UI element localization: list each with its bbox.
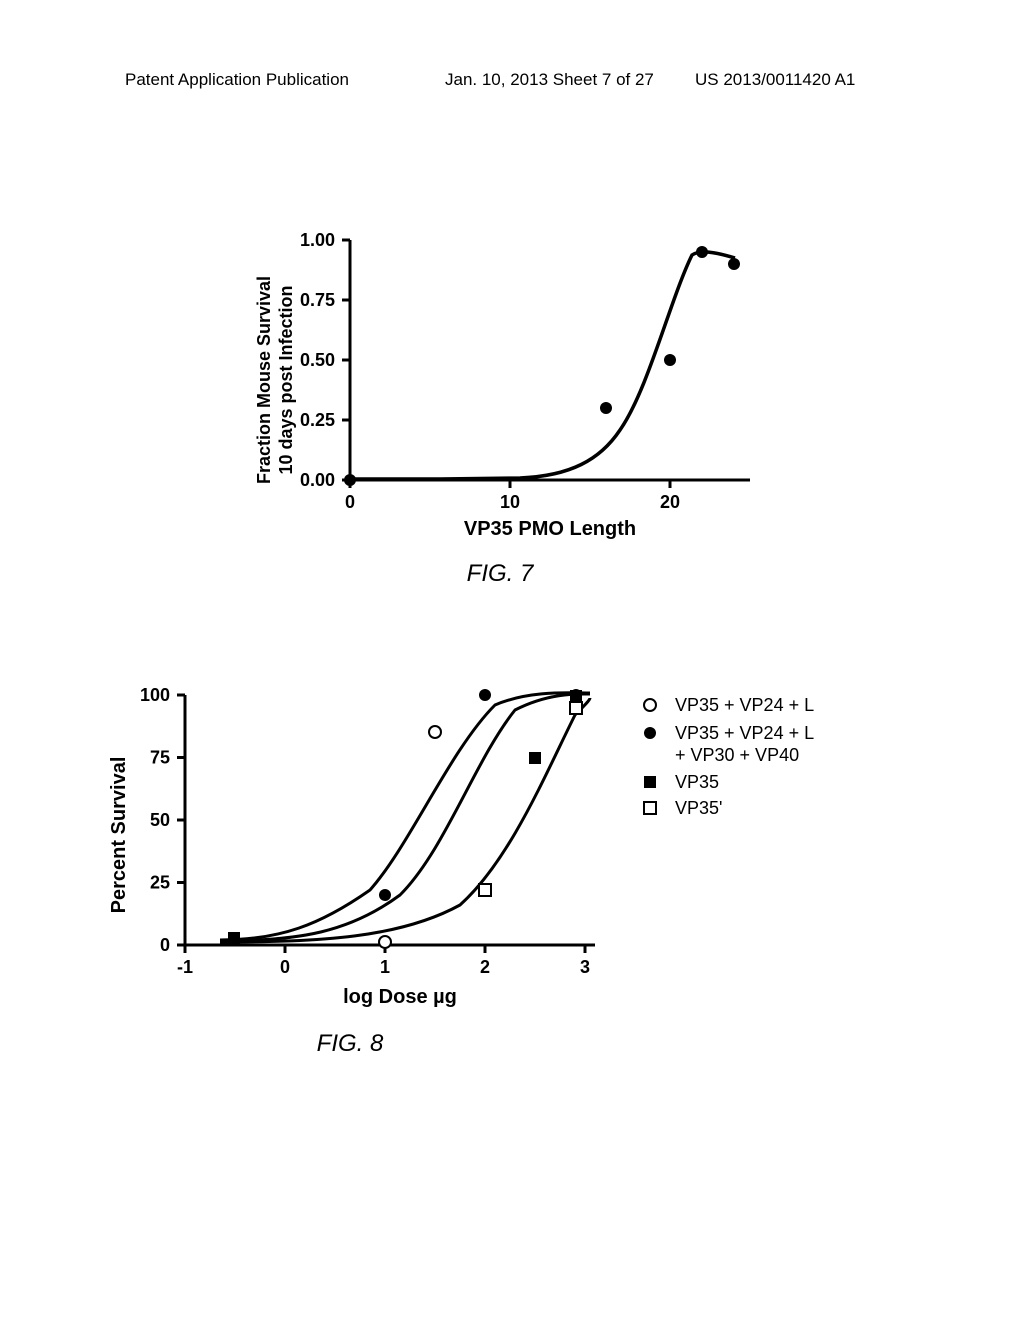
fig8-marker-fc1 [379, 889, 391, 901]
legend-label-4: VP35' [675, 798, 722, 818]
header-right: US 2013/0011420 A1 [695, 70, 855, 90]
figure-7-chart: Fraction Mouse Survival 10 days post Inf… [240, 220, 760, 540]
fig8-ytick-1: 25 [150, 873, 170, 893]
fig8-xtick-3: 2 [480, 957, 490, 977]
legend-filled-square-icon [644, 776, 656, 788]
legend-open-square-icon [644, 802, 656, 814]
fig7-point-0 [344, 474, 356, 486]
fig8-ytick-4: 100 [140, 685, 170, 705]
figure-8-chart: Percent Survival -1 0 1 2 3 0 25 50 75 1… [100, 670, 920, 1010]
fig8-marker-sq2 [529, 752, 541, 764]
fig7-label: FIG. 7 [240, 560, 760, 588]
fig8-marker-fc2 [479, 689, 491, 701]
figure-8: Percent Survival -1 0 1 2 3 0 25 50 75 1… [100, 670, 800, 1050]
fig7-xtick-2: 20 [660, 492, 680, 512]
fig8-marker-sq1 [228, 932, 240, 944]
fig8-marker-osq2 [570, 702, 582, 714]
fig8-curve-left [220, 693, 590, 940]
fig8-xlabel: log Dose µg [343, 986, 457, 1008]
fig7-ytick-2: 0.50 [300, 350, 335, 370]
fig7-ylabel-2: 10 days post Infection [276, 285, 296, 474]
fig8-marker-oc2 [429, 726, 441, 738]
legend-filled-circle-icon [644, 727, 656, 739]
fig7-curve [350, 252, 735, 479]
legend-label-1: VP35 + VP24 + L [675, 695, 814, 715]
fig8-ytick-3: 75 [150, 748, 170, 768]
fig7-point-4 [728, 258, 740, 270]
fig8-marker-osq1 [479, 884, 491, 896]
fig7-point-1 [600, 402, 612, 414]
legend-label-2a: VP35 + VP24 + L [675, 723, 814, 743]
legend-label-2b: + VP30 + VP40 [675, 745, 799, 765]
fig7-xlabel: VP35 PMO Length [464, 518, 636, 540]
fig7-ytick-4: 1.00 [300, 230, 335, 250]
fig7-point-3 [696, 246, 708, 258]
legend-open-circle-icon [644, 699, 656, 711]
legend-label-3: VP35 [675, 772, 719, 792]
fig8-ylabel: Percent Survival [108, 757, 130, 914]
header-center: Jan. 10, 2013 Sheet 7 of 27 [445, 70, 654, 90]
fig8-xtick-2: 1 [380, 957, 390, 977]
fig8-ytick-2: 50 [150, 810, 170, 830]
fig8-curve-mid [220, 694, 590, 941]
fig8-marker-fc3 [570, 689, 582, 701]
fig7-xtick-0: 0 [345, 492, 355, 512]
fig7-ytick-3: 0.75 [300, 290, 335, 310]
header-left: Patent Application Publication [125, 70, 349, 90]
fig7-xtick-1: 10 [500, 492, 520, 512]
fig8-legend: VP35 + VP24 + L VP35 + VP24 + L + VP30 +… [644, 695, 814, 818]
fig8-xtick-4: 3 [580, 957, 590, 977]
figure-7: Fraction Mouse Survival 10 days post Inf… [240, 220, 760, 570]
fig7-point-2 [664, 354, 676, 366]
fig8-marker-oc1 [379, 936, 391, 948]
fig8-xtick-1: 0 [280, 957, 290, 977]
fig7-ytick-1: 0.25 [300, 410, 335, 430]
fig8-ytick-0: 0 [160, 935, 170, 955]
fig8-xtick-0: -1 [177, 957, 193, 977]
fig8-curve-right [220, 698, 590, 942]
fig8-label: FIG. 8 [0, 1030, 800, 1058]
fig7-ytick-0: 0.00 [300, 470, 335, 490]
fig7-ylabel-1: Fraction Mouse Survival [254, 276, 274, 484]
